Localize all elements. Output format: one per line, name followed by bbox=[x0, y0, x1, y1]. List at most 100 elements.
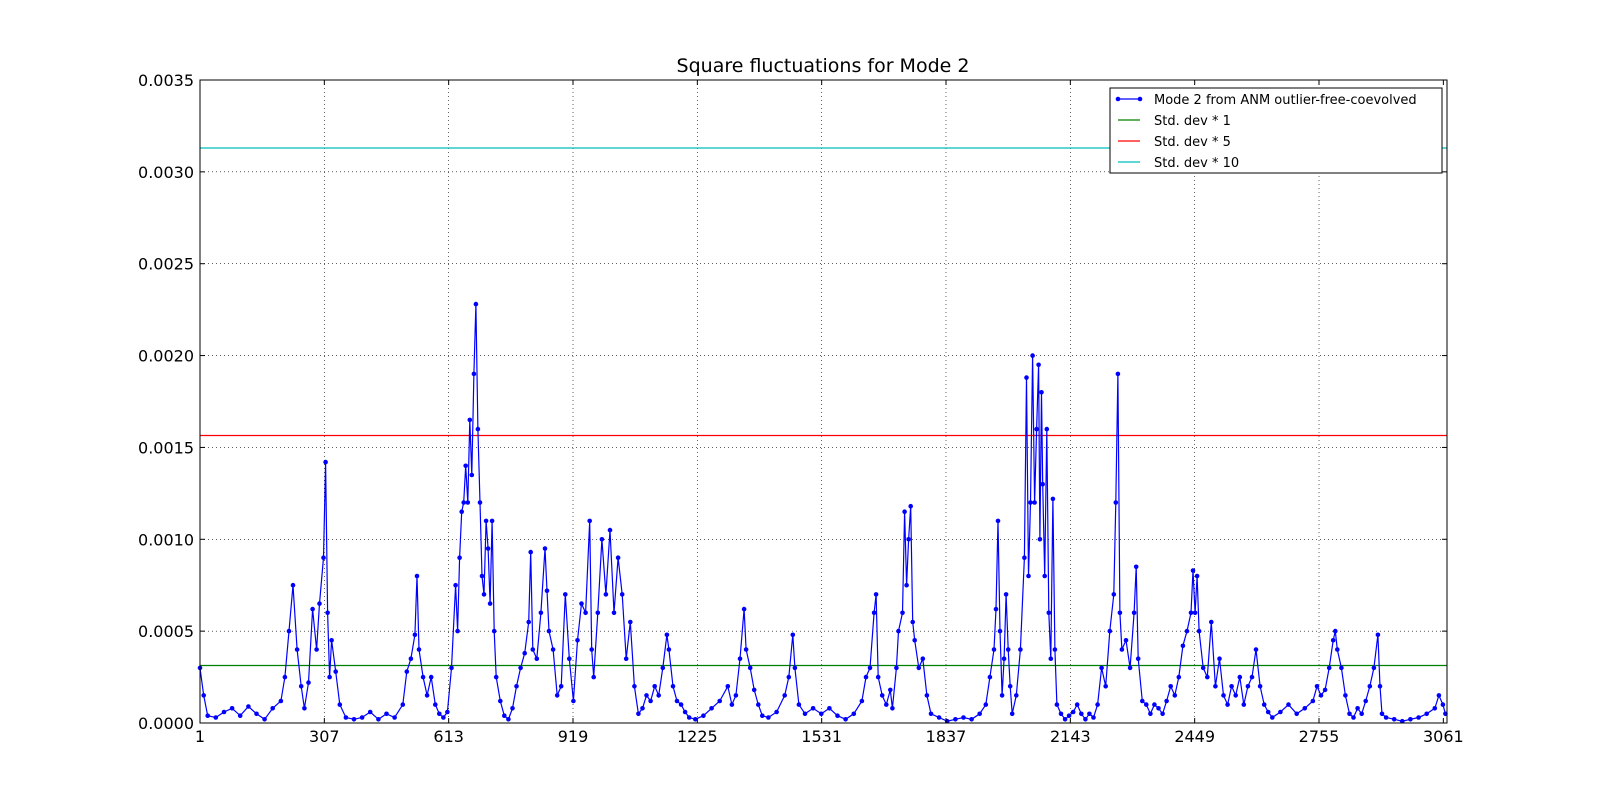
data-point bbox=[1048, 656, 1054, 661]
data-point bbox=[611, 610, 617, 616]
data-point bbox=[461, 500, 467, 505]
x-tick-label: 2143 bbox=[1050, 727, 1091, 746]
data-point bbox=[473, 301, 479, 307]
data-point bbox=[827, 706, 832, 711]
data-point bbox=[254, 711, 259, 717]
data-point bbox=[471, 371, 477, 377]
legend: Mode 2 from ANM outlier-free-coevolved St… bbox=[1109, 87, 1443, 174]
y-tick-label: 0.0020 bbox=[138, 347, 194, 366]
data-point bbox=[741, 606, 747, 612]
data-point bbox=[810, 706, 816, 711]
data-point bbox=[575, 638, 580, 643]
data-point bbox=[835, 713, 840, 718]
data-point bbox=[416, 647, 422, 652]
data-point bbox=[908, 503, 913, 509]
data-point bbox=[993, 606, 999, 612]
data-point bbox=[1037, 537, 1043, 542]
data-point bbox=[1440, 702, 1446, 707]
data-point bbox=[1113, 500, 1119, 505]
data-point bbox=[1168, 684, 1173, 689]
data-point bbox=[1322, 687, 1328, 693]
data-point bbox=[1172, 693, 1178, 698]
data-point bbox=[1001, 656, 1007, 661]
chart-title: Square fluctuations for Mode 2 bbox=[677, 55, 970, 77]
y-tick-label: 0.0030 bbox=[138, 163, 194, 182]
data-point bbox=[725, 684, 731, 689]
y-tick-label: 0.0035 bbox=[138, 71, 194, 90]
data-point bbox=[1005, 647, 1011, 652]
data-point bbox=[1022, 555, 1027, 560]
data-point bbox=[1148, 711, 1153, 717]
data-point bbox=[306, 680, 311, 685]
data-point bbox=[491, 628, 497, 634]
data-point bbox=[819, 711, 824, 717]
data-point bbox=[977, 711, 982, 717]
data-point bbox=[871, 610, 877, 616]
data-point bbox=[1083, 717, 1088, 722]
data-point bbox=[729, 702, 735, 707]
plot-frame bbox=[199, 79, 1448, 724]
data-point bbox=[579, 601, 584, 606]
data-point bbox=[493, 674, 499, 680]
data-point bbox=[1091, 715, 1096, 720]
data-point bbox=[286, 628, 292, 634]
data-point bbox=[343, 715, 349, 720]
data-point bbox=[619, 592, 625, 597]
data-point bbox=[1265, 709, 1271, 715]
data-point bbox=[1144, 702, 1149, 707]
data-point bbox=[1040, 481, 1045, 487]
data-point bbox=[924, 693, 930, 698]
data-point bbox=[1115, 371, 1121, 377]
x-tick-label: 307 bbox=[309, 727, 340, 746]
legend-label: Std. dev * 5 bbox=[1154, 135, 1231, 150]
data-point bbox=[479, 573, 485, 579]
data-point bbox=[510, 706, 515, 711]
data-point bbox=[1044, 426, 1050, 432]
data-point bbox=[1007, 684, 1013, 689]
data-point bbox=[1233, 693, 1238, 698]
data-point bbox=[1253, 647, 1259, 652]
data-point bbox=[912, 638, 917, 643]
data-point bbox=[1018, 647, 1023, 652]
x-tick-label: 613 bbox=[433, 727, 464, 746]
data-point bbox=[1213, 684, 1218, 689]
data-point bbox=[928, 711, 934, 717]
data-point bbox=[1062, 717, 1068, 722]
data-point bbox=[1196, 628, 1202, 634]
data-point bbox=[1152, 702, 1157, 707]
data-point bbox=[459, 509, 465, 514]
legend-label: Std. dev * 10 bbox=[1154, 156, 1239, 171]
data-point bbox=[518, 665, 523, 671]
data-point bbox=[790, 632, 796, 638]
data-point bbox=[1379, 711, 1385, 717]
data-point bbox=[534, 656, 540, 661]
data-point bbox=[1391, 717, 1397, 722]
data-point bbox=[205, 713, 210, 718]
data-point bbox=[987, 674, 993, 680]
data-point bbox=[904, 582, 909, 588]
data-point bbox=[445, 709, 450, 715]
data-point bbox=[1270, 715, 1275, 720]
data-point bbox=[282, 674, 288, 680]
data-point bbox=[262, 717, 267, 722]
data-point bbox=[558, 684, 564, 689]
data-point bbox=[1314, 684, 1320, 689]
data-point bbox=[1371, 665, 1377, 671]
data-point bbox=[636, 711, 641, 717]
data-point bbox=[453, 582, 458, 588]
data-point bbox=[682, 709, 688, 715]
data-point bbox=[1375, 632, 1381, 638]
data-point bbox=[1383, 715, 1389, 720]
data-point bbox=[506, 717, 511, 722]
data-point bbox=[760, 713, 765, 718]
data-point bbox=[1225, 702, 1230, 707]
data-point bbox=[1326, 665, 1332, 671]
data-point bbox=[1032, 500, 1037, 505]
data-point bbox=[1003, 592, 1009, 597]
data-point bbox=[469, 472, 475, 478]
legend-box bbox=[1109, 87, 1443, 174]
data-point bbox=[420, 674, 426, 680]
data-point bbox=[1330, 638, 1336, 643]
data-point bbox=[802, 711, 808, 717]
data-point bbox=[1058, 711, 1064, 717]
